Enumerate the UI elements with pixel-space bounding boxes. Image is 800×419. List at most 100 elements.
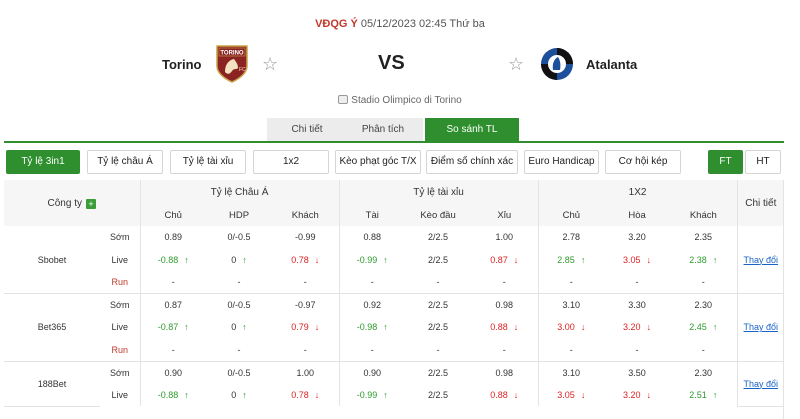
odds-cell[interactable]: - <box>272 338 340 362</box>
odds-cell[interactable]: 3.10 <box>537 361 605 384</box>
tab-chi-tiet[interactable]: Chi tiết <box>267 118 347 142</box>
odds-cell[interactable]: 0 ↑ <box>206 249 272 272</box>
odds-cell[interactable]: - <box>139 271 206 294</box>
odds-cell[interactable]: 2.30 <box>670 294 737 317</box>
odds-cell[interactable]: - <box>338 338 406 362</box>
odds-cell[interactable]: 2/2.5 <box>405 294 471 317</box>
odds-cell[interactable]: 0.98 <box>471 294 538 317</box>
filter-asian-button[interactable]: Tỷ lệ châu Á <box>87 150 163 174</box>
tab-so-sanh-tl[interactable]: So sánh TL <box>425 118 519 142</box>
odds-cell[interactable]: 3.05 ↓ <box>604 249 670 272</box>
odds-cell[interactable]: 0.78 ↓ <box>272 249 339 272</box>
odds-cell[interactable]: - <box>139 338 206 362</box>
odds-cell[interactable]: - <box>604 338 671 362</box>
odds-cell[interactable]: - <box>405 338 472 362</box>
odds-cell[interactable]: 3.10 <box>537 293 605 316</box>
row-kind-label: Live <box>111 322 128 333</box>
period-ht-button[interactable]: HT <box>745 150 781 174</box>
odds-cell[interactable]: 0.88 ↓ <box>471 384 538 407</box>
period-ft-button[interactable]: FT <box>708 150 743 174</box>
odds-cell[interactable]: 0/-0.5 <box>206 361 272 384</box>
company-name[interactable]: Sbobet <box>4 226 100 294</box>
odds-cell[interactable]: 3.20 ↓ <box>604 316 670 339</box>
odds-cell[interactable]: 3.00 ↓ <box>537 316 605 339</box>
odds-cell[interactable]: -0.87 ↑ <box>139 316 206 339</box>
add-company-plus-icon[interactable]: + <box>85 198 96 209</box>
odds-cell[interactable]: 3.20 ↓ <box>604 384 670 407</box>
odds-cell[interactable]: 0.90 <box>139 361 206 384</box>
odds-cell[interactable]: - <box>670 271 738 294</box>
filter-corner-button[interactable]: Kèo phạt góc T/X <box>335 150 421 174</box>
odds-cell[interactable]: 3.30 <box>604 294 670 317</box>
league-name[interactable]: VĐQG Ý <box>315 18 358 30</box>
company-name[interactable]: Bet365 <box>4 293 100 362</box>
odds-cell[interactable]: - <box>206 338 272 362</box>
odds-cell[interactable]: -0.88 ↑ <box>139 248 206 271</box>
odds-cell[interactable]: 2.85 ↑ <box>537 248 605 271</box>
odds-cell[interactable]: -0.88 ↑ <box>139 383 206 406</box>
odds-cell[interactable]: 2/2.5 <box>405 249 471 272</box>
odds-cell[interactable]: - <box>670 338 738 362</box>
odds-cell[interactable]: 0.88 ↓ <box>471 316 538 339</box>
odds-cell[interactable]: 0.89 <box>139 226 206 249</box>
odds-cell[interactable]: 0.92 <box>338 293 406 316</box>
odds-cell[interactable]: 2.51 ↑ <box>670 384 737 407</box>
odds-cell[interactable]: 0.79 ↓ <box>272 316 339 339</box>
odds-cell[interactable]: 2/2.5 <box>405 226 471 249</box>
odds-cell[interactable]: 0 ↑ <box>206 316 272 339</box>
odds-cell[interactable]: - <box>471 271 539 294</box>
favorite-home-star-icon[interactable]: ☆ <box>262 54 279 74</box>
odds-cell[interactable]: 0/-0.5 <box>206 294 272 317</box>
filter-3in1-button[interactable]: Tỷ lệ 3in1 <box>6 150 80 174</box>
change-history-link[interactable]: Thay đổi <box>743 378 779 389</box>
odds-cell[interactable]: 2.30 <box>670 361 737 384</box>
company-name[interactable]: 188Bet <box>4 361 100 407</box>
odds-cell[interactable]: 0 ↑ <box>206 384 272 407</box>
tab-phan-tich[interactable]: Phân tích <box>343 118 423 142</box>
odds-cell[interactable]: 3.05 ↓ <box>537 383 605 406</box>
odds-value: -0.99 <box>295 232 316 243</box>
odds-cell[interactable]: 3.50 <box>604 361 670 384</box>
odds-cell[interactable]: - <box>604 271 671 294</box>
odds-cell[interactable]: 2.35 <box>670 226 737 249</box>
away-team-name[interactable]: Atalanta <box>586 57 638 72</box>
odds-cell[interactable]: - <box>537 338 605 362</box>
odds-cell[interactable]: 2.45 ↑ <box>670 316 737 339</box>
odds-cell[interactable]: 2/2.5 <box>405 384 471 407</box>
odds-cell[interactable]: 0.87 ↓ <box>471 249 538 272</box>
odds-cell[interactable]: 2.38 ↑ <box>670 249 737 272</box>
odds-cell[interactable]: 0/-0.5 <box>206 226 272 249</box>
odds-cell[interactable]: - <box>471 338 539 362</box>
odds-cell[interactable]: - <box>206 271 272 294</box>
filter-correct-score-button[interactable]: Điểm số chính xác <box>426 150 518 174</box>
odds-cell[interactable]: -0.99 ↑ <box>338 248 406 271</box>
odds-cell[interactable]: - <box>537 271 605 294</box>
odds-cell[interactable]: 0.78 ↓ <box>272 384 339 407</box>
odds-cell[interactable]: 1.00 <box>272 361 339 384</box>
change-history-link[interactable]: Thay đổi <box>743 254 779 265</box>
odds-cell[interactable]: 0.87 <box>139 293 206 316</box>
odds-cell[interactable]: 2/2.5 <box>405 316 471 339</box>
odds-cell[interactable]: - <box>272 271 340 294</box>
odds-cell[interactable]: 2.78 <box>537 226 605 249</box>
odds-cell[interactable]: 0.98 <box>471 361 538 384</box>
filter-euro-handicap-button[interactable]: Euro Handicap <box>524 150 599 174</box>
odds-cell[interactable]: 0.88 <box>338 226 406 249</box>
odds-cell[interactable]: -0.98 ↑ <box>338 316 406 339</box>
odds-cell[interactable]: - <box>338 271 406 294</box>
filter-1x2-button[interactable]: 1x2 <box>253 150 329 174</box>
odds-cell[interactable]: -0.99 <box>272 226 339 249</box>
filter-double-chance-button[interactable]: Cơ hội kép <box>605 150 681 174</box>
filter-over-under-button[interactable]: Tỷ lệ tài xỉu <box>170 150 246 174</box>
home-team-name[interactable]: Torino <box>162 57 202 72</box>
odds-cell[interactable]: 3.20 <box>604 226 670 249</box>
change-history-link[interactable]: Thay đổi <box>743 322 779 333</box>
odds-cell[interactable]: 1.00 <box>471 226 538 249</box>
odds-cell[interactable]: 2/2.5 <box>405 361 471 384</box>
odds-cell[interactable]: - <box>405 271 472 294</box>
odds-cell[interactable]: -0.97 <box>272 294 339 317</box>
favorite-away-star-icon[interactable]: ☆ <box>508 54 525 74</box>
odds-value: 0 <box>231 254 237 265</box>
odds-cell[interactable]: -0.99 ↑ <box>338 383 406 406</box>
odds-cell[interactable]: 0.90 <box>338 361 406 384</box>
